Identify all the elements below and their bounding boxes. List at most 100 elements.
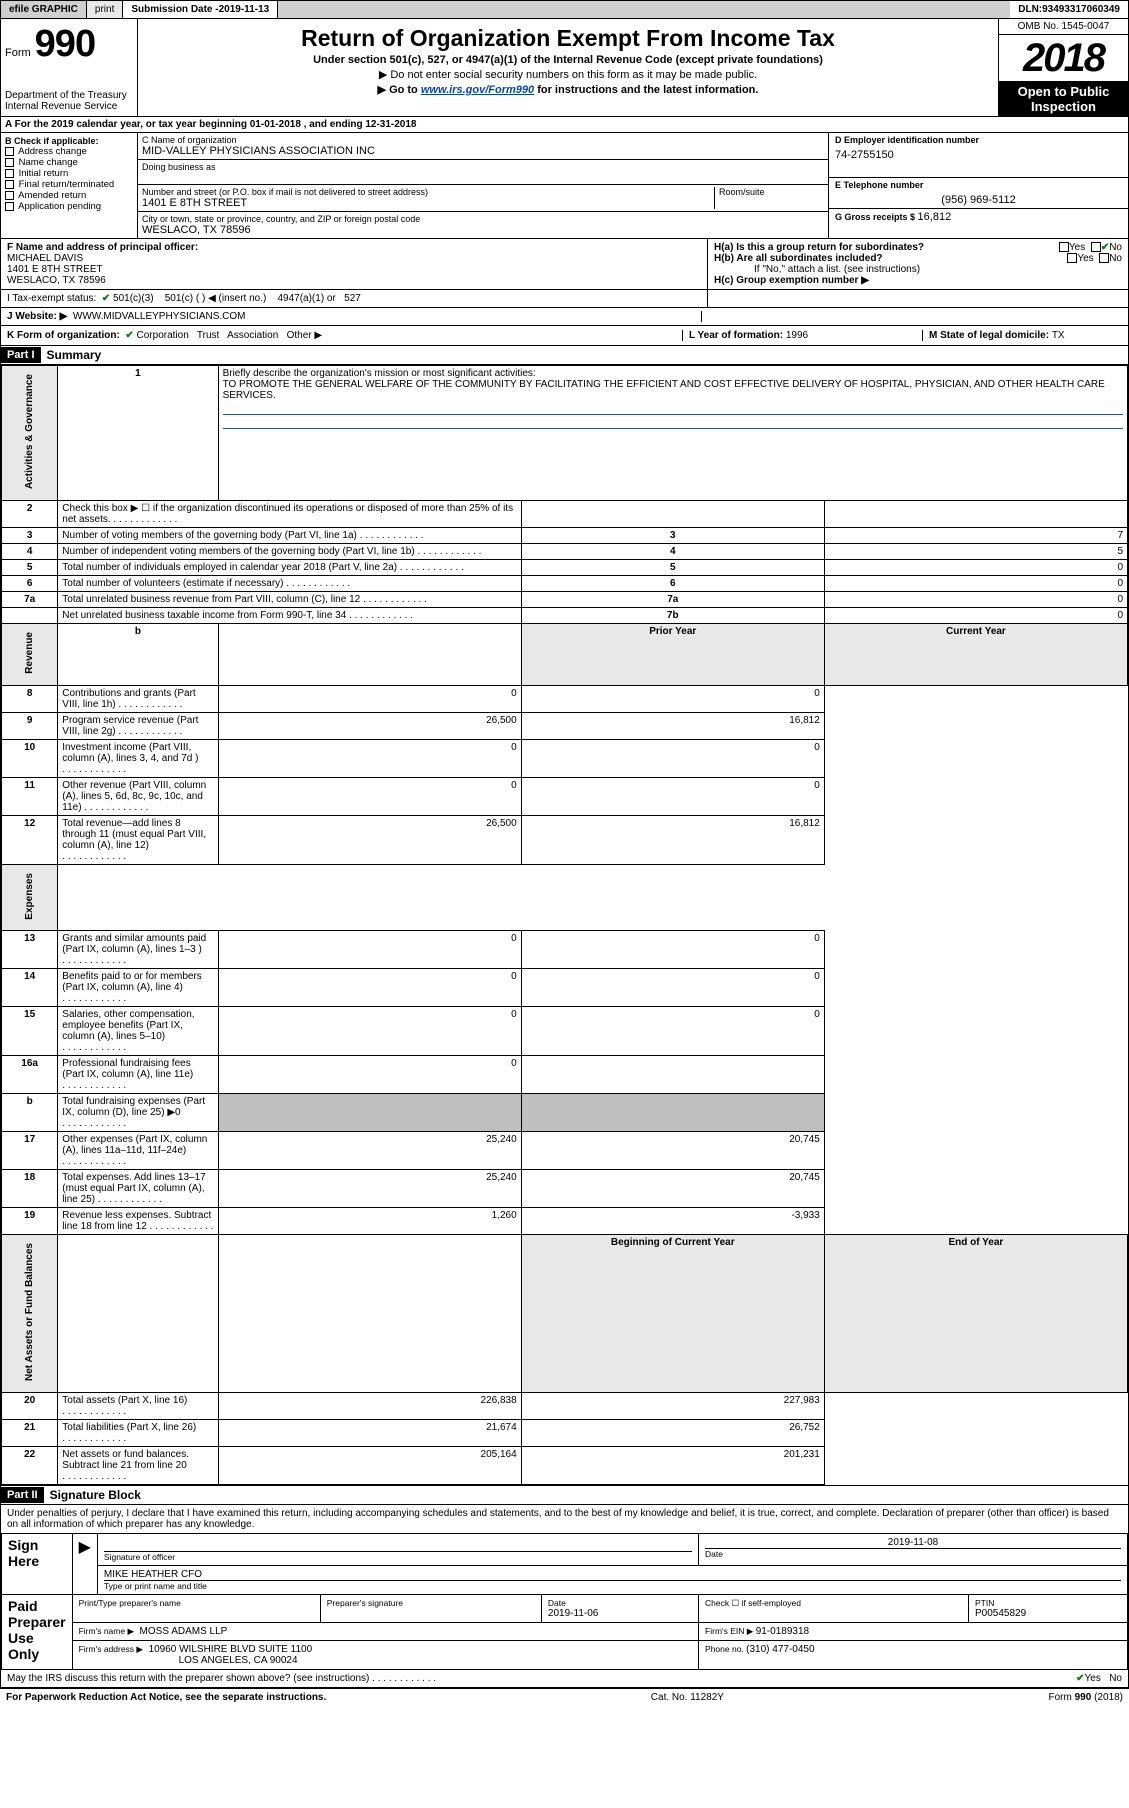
rev-curr-0: 0 (521, 685, 824, 712)
officer-name-title: MIKE HEATHER CFO (104, 1569, 1121, 1580)
act-num-3: 5 (2, 560, 58, 576)
h-a-yes-checkbox[interactable] (1059, 242, 1069, 252)
act-desc-3: Total number of individuals employed in … (58, 560, 521, 576)
ptin-cell: PTIN P00545829 (968, 1595, 1127, 1623)
submission-date-value: 2019-11-13 (219, 4, 270, 15)
side-net-label: Net Assets or Fund Balances (24, 1237, 35, 1387)
efile-label: efile GRAPHIC (1, 1, 87, 18)
net-num-2: 22 (2, 1447, 58, 1485)
side-activities: Activities & Governance (2, 366, 58, 501)
act-desc-5: Total unrelated business revenue from Pa… (58, 592, 521, 608)
h-b-note: If "No," attach a list. (see instruction… (714, 264, 1122, 275)
firm-ein-cell: Firm's EIN ▶ 91-0189318 (699, 1623, 1128, 1641)
rev-num-3: 11 (2, 777, 58, 815)
end-year-header: End of Year (824, 1235, 1127, 1393)
colb-checkbox-2[interactable] (5, 169, 14, 178)
irs-link[interactable]: www.irs.gov/Form990 (421, 84, 534, 96)
rev-num-1: 9 (2, 712, 58, 739)
row-a-tax-year: A For the 2019 calendar year, or tax yea… (0, 117, 1129, 133)
tax-exempt-label: I Tax-exempt status: (7, 293, 96, 304)
exp-desc-4: Total fundraising expenses (Part IX, col… (58, 1094, 218, 1132)
act-box-4: 6 (521, 576, 824, 592)
print-label: print (95, 4, 114, 15)
act-desc-1: Number of voting members of the governin… (58, 528, 521, 544)
exp-num-2: 15 (2, 1007, 58, 1056)
col-h: H(a) Is this a group return for subordin… (708, 239, 1128, 289)
firm-address-2: LOS ANGELES, CA 90024 (79, 1655, 298, 1666)
firm-address-cell: Firm's address ▶ 10960 WILSHIRE BLVD SUI… (72, 1641, 698, 1670)
exp-prior-5: 25,240 (218, 1132, 521, 1170)
rev-prior-1: 26,500 (218, 712, 521, 739)
net-desc-0: Total assets (Part X, line 16) (58, 1393, 218, 1420)
colb-checkbox-5[interactable] (5, 202, 14, 211)
dln-value: 93493317060349 (1042, 4, 1120, 15)
act-val-6: 0 (824, 608, 1127, 624)
self-employed-label: Check ☐ if self-employed (705, 1598, 962, 1609)
beginning-year-header: Beginning of Current Year (521, 1235, 824, 1393)
501c-label: 501(c) ( ) ◀ (insert no.) (165, 293, 267, 304)
firm-phone: (310) 477-0450 (746, 1644, 814, 1655)
colb-checkbox-4[interactable] (5, 191, 14, 200)
identity-grid: B Check if applicable: Address change Na… (0, 133, 1129, 239)
rev-desc-0: Contributions and grants (Part VIII, lin… (58, 685, 218, 712)
rev-prior-0: 0 (218, 685, 521, 712)
line-1-desc: Briefly describe the organization's miss… (218, 366, 1127, 501)
rev-prior-2: 0 (218, 739, 521, 777)
act-box-0 (521, 501, 824, 528)
h-a-no-checkbox[interactable] (1091, 242, 1101, 252)
act-box-6: 7b (521, 608, 824, 624)
net-desc-1: Total liabilities (Part X, line 26) (58, 1420, 218, 1447)
exp-curr-2: 0 (521, 1007, 824, 1056)
colb-option-5: Application pending (5, 201, 133, 212)
colb-checkbox-3[interactable] (5, 180, 14, 189)
city-label: City or town, state or province, country… (142, 214, 824, 224)
firm-name-cell: Firm's name ▶ MOSS ADAMS LLP (72, 1623, 698, 1641)
act-num-5: 7a (2, 592, 58, 608)
discuss-question: May the IRS discuss this return with the… (7, 1673, 369, 1684)
sign-here-label: Sign Here (2, 1534, 73, 1595)
row-klm: K Form of organization: ✔ Corporation Tr… (0, 326, 1129, 346)
h-a-label: H(a) Is this a group return for subordin… (714, 242, 924, 253)
act-val-5: 0 (824, 592, 1127, 608)
part-i-bar: Part I (1, 347, 41, 363)
mission-label: Briefly describe the organization's miss… (223, 368, 536, 379)
rev-curr-2: 0 (521, 739, 824, 777)
print-button[interactable]: print (87, 1, 123, 18)
side-expenses-label: Expenses (24, 867, 35, 926)
korg-option-0: ✔ Corporation (123, 330, 189, 341)
ein-value: 74-2755150 (835, 149, 1122, 161)
exp-num-6: 18 (2, 1170, 58, 1208)
h-b-yes-checkbox[interactable] (1067, 253, 1077, 263)
footer-right: Form 990 (2018) (1049, 1692, 1123, 1703)
col-b-label: B Check if applicable: (5, 136, 133, 146)
header-mid: Return of Organization Exempt From Incom… (138, 19, 998, 116)
side-revenue-label: Revenue (24, 626, 35, 680)
domicile-label: M State of legal domicile: (929, 330, 1052, 341)
col-c: C Name of organization MID-VALLEY PHYSIC… (138, 133, 828, 238)
act-val-1: 7 (824, 528, 1127, 544)
discuss-yes-label: Yes (1085, 1673, 1101, 1684)
phone-label: E Telephone number (835, 180, 1122, 190)
rev-desc-4: Total revenue—add lines 8 through 11 (mu… (58, 815, 218, 864)
exp-desc-1: Benefits paid to or for members (Part IX… (58, 969, 218, 1007)
officer-name-title-label: Type or print name and title (104, 1580, 1121, 1591)
penalty-statement: Under penalties of perjury, I declare th… (1, 1505, 1128, 1533)
h-b-no-checkbox[interactable] (1099, 253, 1109, 263)
colb-checkbox-1[interactable] (5, 158, 14, 167)
h-b-label: H(b) Are all subordinates included? (714, 253, 883, 264)
colb-checkbox-0[interactable] (5, 147, 14, 156)
act-num-0: 2 (2, 501, 58, 528)
org-name-label: C Name of organization (142, 135, 824, 145)
firm-ein-label: Firm's EIN ▶ (705, 1626, 756, 1636)
row-j: J Website: ▶ WWW.MIDVALLEYPHYSICIANS.COM (0, 308, 1129, 326)
dln: DLN: 93493317060349 (1010, 1, 1128, 18)
form-subtitle: Under section 501(c), 527, or 4947(a)(1)… (146, 54, 990, 66)
form-word: Form (5, 47, 31, 59)
firm-phone-label: Phone no. (705, 1644, 746, 1654)
rev-curr-4: 16,812 (521, 815, 824, 864)
act-num-4: 6 (2, 576, 58, 592)
part-i-title: Summary (41, 346, 108, 364)
line-1-num: 1 (58, 366, 218, 501)
part-ii-title: Signature Block (44, 1486, 147, 1504)
side-net: Net Assets or Fund Balances (2, 1235, 58, 1393)
